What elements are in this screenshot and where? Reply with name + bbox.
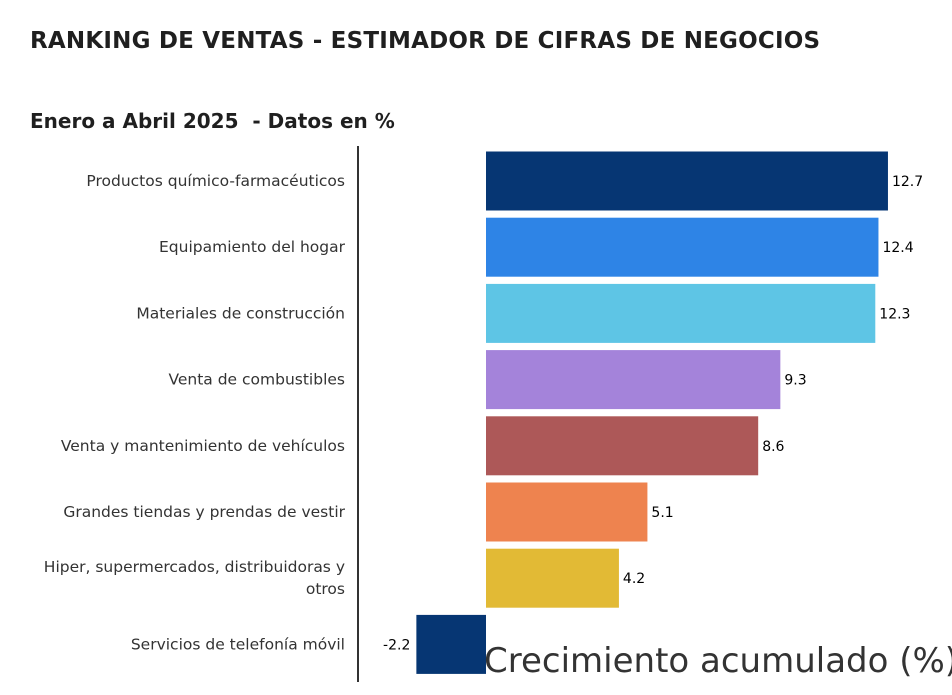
value-label: 4.2 xyxy=(623,571,645,587)
value-label: 9.3 xyxy=(784,373,806,389)
value-label: 12.4 xyxy=(882,240,913,256)
category-label-line: Grandes tiendas y prendas de vestir xyxy=(63,503,345,521)
bar xyxy=(486,548,619,608)
bar xyxy=(486,416,759,476)
value-label: 12.7 xyxy=(892,174,923,190)
category-label-line: Venta de combustibles xyxy=(168,371,345,389)
value-label: 5.1 xyxy=(651,505,673,521)
category-label-line: otros xyxy=(306,580,345,598)
value-label: 8.6 xyxy=(762,439,784,455)
value-label: -2.2 xyxy=(383,637,410,653)
x-axis-label: Crecimiento acumulado (%) xyxy=(484,641,952,681)
bar xyxy=(486,283,876,343)
chart-title: RANKING DE VENTAS - ESTIMADOR DE CIFRAS … xyxy=(30,28,821,54)
value-label: 12.3 xyxy=(879,306,910,322)
category-label: Grandes tiendas y prendas de vestir xyxy=(63,503,345,521)
chart-subtitle: Enero a Abril 2025 - Datos en % xyxy=(30,109,395,133)
bar xyxy=(486,350,781,410)
category-label-line: Venta y mantenimiento de vehículos xyxy=(61,437,345,455)
bar xyxy=(416,614,486,674)
bar xyxy=(486,482,648,542)
category-label-line: Materiales de construcción xyxy=(136,304,345,322)
category-label: Venta y mantenimiento de vehículos xyxy=(61,437,345,455)
bars-group xyxy=(416,151,888,674)
category-label-line: Productos químico-farmacéuticos xyxy=(86,172,345,190)
bar xyxy=(486,217,879,277)
category-label: Productos químico-farmacéuticos xyxy=(86,172,345,190)
category-label: Hiper, supermercados, distribuidoras y ot… xyxy=(44,558,345,598)
category-label: Equipamiento del hogar xyxy=(159,238,346,256)
category-labels-group: Productos químico-farmacéuticos Equipamie… xyxy=(44,172,346,653)
category-label: Servicios de telefonía móvil xyxy=(131,635,345,653)
value-labels-group: 12.7 12.4 12.3 9.3 8.6 5.1 4.2 -2.2 xyxy=(383,174,923,653)
category-label-line: Servicios de telefonía móvil xyxy=(131,635,345,653)
category-label-line: Hiper, supermercados, distribuidoras y xyxy=(44,558,345,576)
category-label: Venta de combustibles xyxy=(168,371,345,389)
bar xyxy=(486,151,888,211)
category-label-line: Equipamiento del hogar xyxy=(159,238,346,256)
category-label: Materiales de construcción xyxy=(136,304,345,322)
